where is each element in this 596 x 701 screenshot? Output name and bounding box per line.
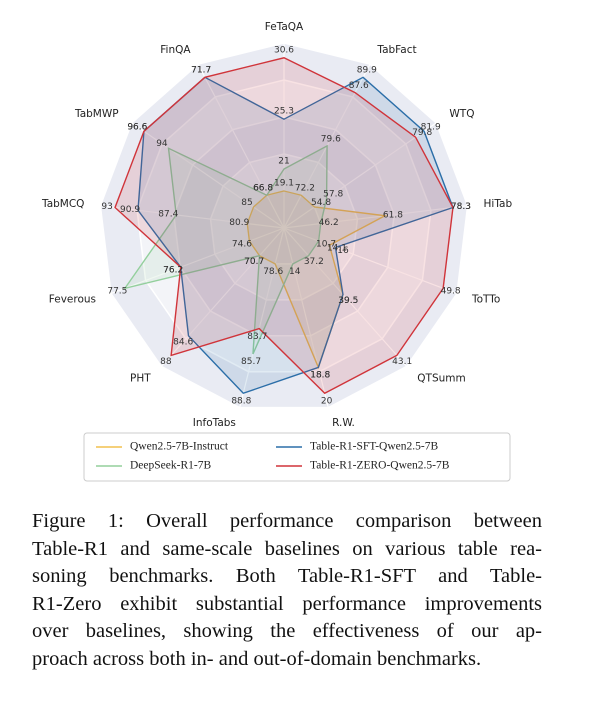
axis-label: WTQ xyxy=(449,108,474,120)
caption-line: over baselines, showing the effectivenes… xyxy=(32,620,542,643)
legend-label: Qwen2.5-7B-Instruct xyxy=(130,441,229,453)
value-label: 78.6 xyxy=(263,267,283,277)
value-label: 96.6 xyxy=(127,122,147,132)
value-label: 71.7 xyxy=(191,66,211,76)
radar-chart: FeTaQA TabFact WTQ HiTab ToTTo QTSumm R.W. Info… xyxy=(41,21,513,482)
value-label: 70.7 xyxy=(244,257,264,267)
value-label: 88.8 xyxy=(231,397,251,407)
axis-spoke xyxy=(197,63,285,229)
value-label: 21 xyxy=(278,156,289,166)
value-label: 84.6 xyxy=(173,337,193,347)
value-label: 78.3 xyxy=(451,202,471,212)
axis-label: Feverous xyxy=(49,293,96,305)
legend-label: Table-R1-ZERO-Qwen2.5-7B xyxy=(310,460,450,472)
series-area xyxy=(114,57,454,395)
value-label: 93 xyxy=(101,202,112,212)
value-label: 77.5 xyxy=(107,287,127,297)
axis-spoke xyxy=(283,227,408,367)
value-label: 39.5 xyxy=(338,296,358,306)
caption-line: Table-R1 and same-scale baselines on var… xyxy=(32,537,542,560)
axis-spoke xyxy=(283,227,329,408)
axis-label: ToTTo xyxy=(471,293,500,305)
axis-spoke xyxy=(239,227,285,408)
legend-box xyxy=(83,432,511,482)
series-area xyxy=(246,190,388,370)
axis-label: FeTaQA xyxy=(265,21,304,33)
caption-line: Figure 1: Overall performance comparison… xyxy=(32,510,542,532)
value-label: 96.6 xyxy=(127,122,147,132)
value-label: 57.8 xyxy=(323,190,343,200)
caption-line: proach across both in- and out-of-domain… xyxy=(32,647,482,670)
value-label: 90.9 xyxy=(120,205,140,215)
value-label: 46.2 xyxy=(319,218,339,228)
value-label: 66.8 xyxy=(253,184,273,194)
caption-line: R1-Zero exhibit substantial performance … xyxy=(32,592,542,615)
value-label: 74.6 xyxy=(232,239,252,249)
value-label: 25.3 xyxy=(274,107,294,117)
legend-label: Table-R1-SFT-Qwen2.5-7B xyxy=(310,441,438,453)
value-label: 76.2 xyxy=(163,266,183,276)
axis-spoke xyxy=(131,122,285,229)
axis-label: FinQA xyxy=(160,44,191,56)
axis-label: TabMCQ xyxy=(41,198,84,210)
series-area xyxy=(137,76,454,395)
value-label: 79.8 xyxy=(412,128,432,138)
value-label: 85.7 xyxy=(241,357,261,367)
axis-spoke xyxy=(283,205,468,229)
value-label: 66.8 xyxy=(253,184,273,194)
value-label: 39.5 xyxy=(338,296,358,306)
axis-spoke xyxy=(110,227,285,295)
value-label: 14 xyxy=(289,267,301,277)
value-label: 87.4 xyxy=(158,209,178,219)
axis-label: HiTab xyxy=(484,198,513,210)
value-label: 18.8 xyxy=(310,371,330,381)
value-label: 80.9 xyxy=(229,218,249,228)
value-label: 83.7 xyxy=(247,332,267,342)
value-label: 70.7 xyxy=(244,257,264,267)
value-label: 43.1 xyxy=(392,357,412,367)
value-label: 16 xyxy=(337,246,349,256)
value-label: 18.8 xyxy=(310,371,330,381)
value-label: 94 xyxy=(156,139,168,149)
value-label: 71.7 xyxy=(191,66,211,76)
axis-spoke xyxy=(283,122,437,229)
axis-spoke xyxy=(160,227,285,367)
value-label: 88 xyxy=(160,357,172,367)
axis-label: PHT xyxy=(130,372,151,384)
value-label: 19.1 xyxy=(274,179,294,189)
value-label: 37.2 xyxy=(304,257,324,267)
legend-label: DeepSeek-R1-7B xyxy=(130,460,211,472)
value-label: 79.6 xyxy=(321,134,341,144)
value-label: 89.9 xyxy=(357,66,377,76)
value-label: 49.8 xyxy=(441,287,461,297)
caption: Figure 1: Overall performance comparison… xyxy=(32,508,542,674)
value-label: 72.2 xyxy=(295,184,315,194)
value-label: 30.6 xyxy=(274,45,294,55)
axis-label: InfoTabs xyxy=(193,417,236,429)
value-label: 10.7 xyxy=(316,239,336,249)
series-area xyxy=(123,144,328,355)
value-label: 20 xyxy=(321,397,333,407)
value-label: 87.6 xyxy=(349,81,369,91)
value-label: 81.9 xyxy=(421,122,441,132)
axis-spoke xyxy=(283,227,458,295)
value-label: 14.1 xyxy=(327,244,347,254)
axis-label: QTSumm xyxy=(417,372,465,384)
axis-label: R.W. xyxy=(332,417,355,429)
axis-spoke xyxy=(100,205,285,229)
value-label: 85 xyxy=(241,198,252,208)
value-label: 76.2 xyxy=(163,266,183,276)
axis-label: TabMWP xyxy=(74,108,119,120)
axis-label: TabFact xyxy=(376,44,416,56)
value-label: 54.8 xyxy=(311,198,331,208)
value-label: 78.3 xyxy=(451,202,471,212)
value-label: 61.8 xyxy=(383,210,403,220)
caption-line: soning benchmarks. Both Table-R1-SFT and… xyxy=(32,565,542,588)
